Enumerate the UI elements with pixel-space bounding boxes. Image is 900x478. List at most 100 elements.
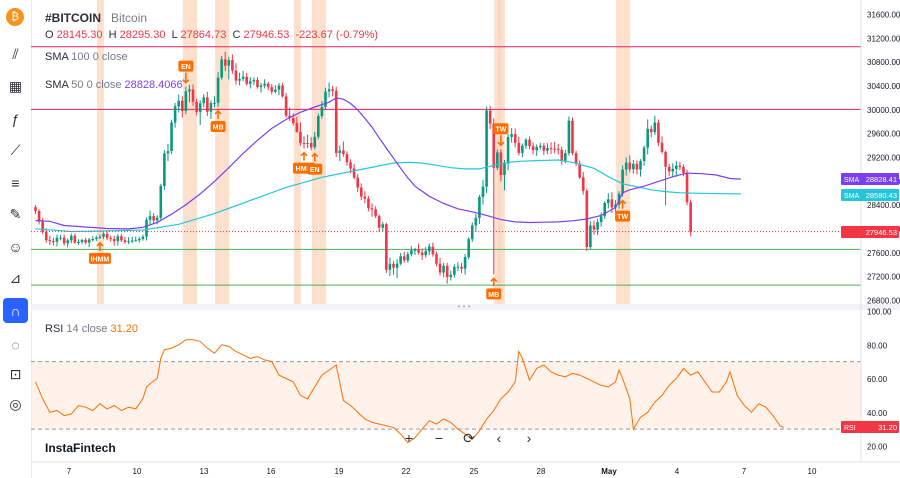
measure-icon[interactable]: ⊿ <box>9 270 22 286</box>
zoom-out-button[interactable]: − <box>434 430 444 446</box>
candle <box>521 143 524 158</box>
highlight-bar <box>318 0 326 307</box>
high-value: 28295.30 <box>119 29 166 41</box>
sma50-legend[interactable]: SMA 50 0 close 28828.4066 <box>45 79 183 91</box>
high-label: H <box>108 29 117 41</box>
annotation-arrowhead <box>311 152 319 158</box>
candle <box>213 96 216 108</box>
candle <box>675 160 678 178</box>
candle-body <box>675 165 678 169</box>
annotation-box <box>210 120 226 132</box>
scroll-left-button[interactable]: ‹ <box>496 430 502 446</box>
candle <box>231 54 234 74</box>
zoom-in-button[interactable]: + <box>404 430 414 446</box>
candle-body <box>614 204 617 208</box>
magnet-icon[interactable]: ∩ <box>3 298 28 323</box>
emoji-icon[interactable]: ☺ <box>8 238 23 255</box>
candle-body <box>678 165 682 167</box>
eye-off-icon[interactable]: ◌ <box>11 336 20 353</box>
candle-body <box>138 238 141 241</box>
price-tick-label: 30800.00 <box>867 58 900 67</box>
candle-body <box>624 162 628 170</box>
candle <box>227 56 231 80</box>
candle-body <box>635 163 639 170</box>
candle-body <box>44 231 48 241</box>
candle <box>259 82 263 93</box>
candle-body <box>463 257 467 269</box>
price-tick-label: 26800.00 <box>867 297 900 306</box>
candle <box>406 251 410 263</box>
pane-handle: • • • <box>458 302 471 311</box>
layers-icon[interactable]: ◎ <box>9 396 22 412</box>
price-tick-label: 29200.00 <box>867 154 900 163</box>
template-icon[interactable]: ▦ <box>8 78 23 94</box>
candle <box>77 239 80 246</box>
bitcoin-icon[interactable]: ₿ <box>6 8 24 26</box>
sma100-legend[interactable]: SMA 100 0 close <box>45 51 128 63</box>
fib-tool-icon[interactable]: ≡ <box>11 174 20 191</box>
sma100-price-tag-value: 28580.43 <box>866 191 897 200</box>
time-tick-label: 13 <box>200 467 209 476</box>
candle <box>488 105 492 130</box>
chart-area[interactable]: • • •ENMBHMMENIHMMTWMBTW31600.0031200.00… <box>31 0 900 478</box>
time-tick-label: 22 <box>402 467 411 476</box>
candle <box>159 183 163 221</box>
rsi-legend[interactable]: RSI 14 close 31.20 <box>45 323 138 335</box>
scroll-right-button[interactable]: › <box>526 430 532 446</box>
candle-body <box>80 239 84 243</box>
candle-body <box>342 150 345 155</box>
candle-body <box>112 238 116 242</box>
brush-icon[interactable]: ✎ <box>9 206 22 222</box>
candle <box>685 169 689 206</box>
line-tool-icon[interactable]: ⟋ <box>10 142 21 158</box>
candle-body <box>367 198 370 209</box>
lock-icon[interactable]: ⊡ <box>9 366 22 382</box>
candle-body <box>95 237 98 239</box>
candle <box>517 136 521 156</box>
candle <box>474 214 478 232</box>
candle-body <box>163 153 166 186</box>
reset-button[interactable]: ⟳ <box>463 430 475 446</box>
rsi-tick-label: 20.00 <box>867 443 888 452</box>
candle <box>628 155 632 173</box>
candle-body <box>413 249 417 251</box>
candle-body <box>177 100 180 107</box>
function-icon[interactable]: ƒ <box>11 110 20 127</box>
sma100-price-tag-box <box>841 189 899 201</box>
annotation-arrowhead <box>619 199 627 205</box>
candle-body <box>649 128 653 133</box>
candle <box>141 234 145 241</box>
candle <box>657 119 660 147</box>
candle-body <box>141 236 145 239</box>
candle <box>388 257 392 277</box>
candle-body <box>646 128 649 148</box>
candle-body <box>410 250 413 255</box>
candle <box>410 246 413 257</box>
candle-body <box>503 163 506 175</box>
candle <box>309 136 313 151</box>
candle <box>560 146 564 166</box>
candle <box>281 82 284 98</box>
candle-body <box>256 79 259 87</box>
candle-body <box>166 151 170 154</box>
candle <box>202 94 206 108</box>
candle-body <box>291 117 295 124</box>
sma100-price-tag-label: SMA <box>844 193 860 200</box>
annotation-label: MB <box>213 124 224 131</box>
candle-body <box>159 185 163 218</box>
indicators-icon[interactable]: ⫽ <box>12 46 19 62</box>
candle <box>481 179 485 205</box>
candle <box>324 87 327 110</box>
candle <box>510 128 513 143</box>
candle-body <box>288 115 291 118</box>
candle <box>48 235 52 245</box>
candle <box>660 136 664 154</box>
candle-body <box>399 256 402 264</box>
candle-body <box>306 142 309 144</box>
symbol-title-row: #BITCOIN Bitcoin <box>45 11 147 25</box>
candle <box>399 252 402 266</box>
candle-body <box>152 216 155 221</box>
candle <box>116 234 120 246</box>
candle <box>549 142 553 154</box>
price-tick-label: 27600.00 <box>867 249 900 258</box>
